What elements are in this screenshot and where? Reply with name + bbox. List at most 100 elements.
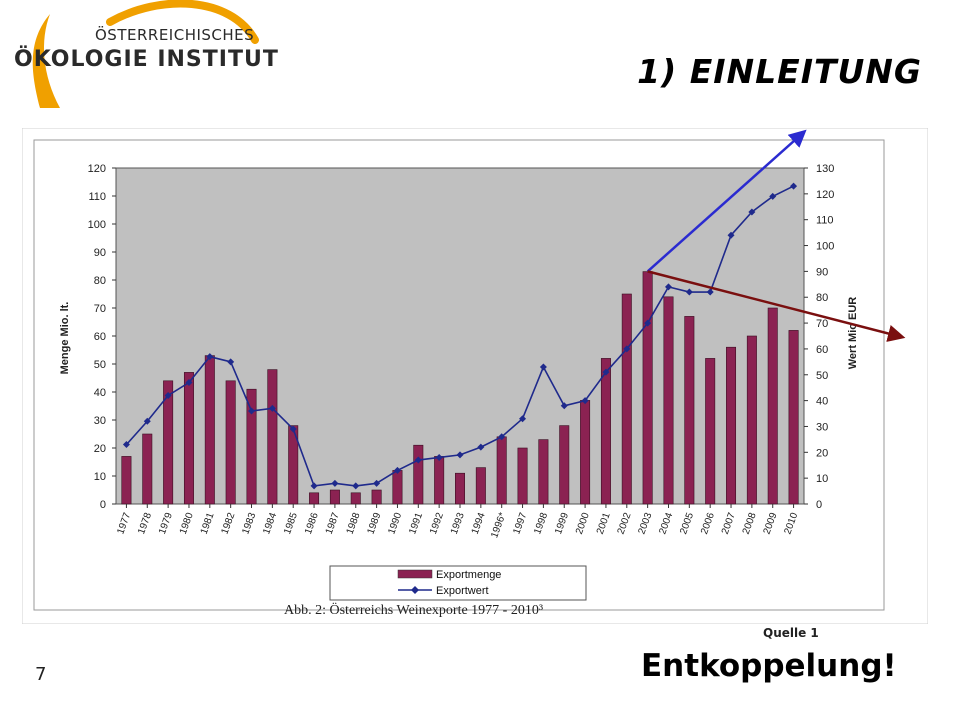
legend-bar-label: Exportmenge: [436, 569, 501, 581]
point-exportwert: [164, 391, 172, 399]
point-exportwert: [706, 288, 714, 296]
point-exportwert: [331, 479, 339, 487]
y-left-tick-label: 60: [94, 331, 106, 343]
point-exportwert: [268, 404, 276, 412]
y-left-tick-label: 10: [94, 471, 106, 483]
point-exportwert: [790, 182, 798, 190]
bar-exportmenge: [246, 388, 257, 505]
point-exportwert: [373, 479, 381, 487]
point-exportwert: [769, 192, 777, 200]
y-right-tick-label: 60: [816, 344, 828, 356]
bar-exportmenge: [183, 372, 194, 505]
point-exportwert: [143, 417, 151, 425]
y-right-tick-label: 40: [816, 396, 828, 408]
bar-exportmenge: [538, 439, 549, 505]
page-number: 7: [35, 664, 47, 685]
y-axis-right-label: Wert Mio EUR: [847, 297, 859, 370]
point-exportwert: [289, 425, 297, 433]
point-exportwert: [310, 482, 318, 490]
point-exportwert: [581, 397, 589, 405]
bar-exportmenge: [142, 433, 153, 505]
bar-exportmenge: [204, 355, 215, 505]
bar-exportmenge: [225, 380, 236, 505]
legend-line-label: Exportwert: [436, 585, 489, 597]
bar-exportmenge: [621, 293, 632, 505]
logo-swoosh: [32, 14, 60, 108]
bar-exportmenge: [559, 425, 570, 505]
y-right-tick-label: 110: [816, 215, 834, 227]
headline: Entkoppelung!: [641, 648, 897, 684]
bar-exportmenge: [475, 467, 486, 505]
bar-exportmenge: [788, 330, 799, 505]
point-exportwert: [685, 288, 693, 296]
y-left-tick-label: 20: [94, 443, 106, 455]
bar-exportmenge: [642, 271, 653, 505]
y-right-tick-label: 90: [816, 266, 828, 278]
source-label: Quelle 1: [763, 626, 819, 640]
y-right-tick-label: 130: [816, 163, 834, 175]
bar-exportmenge: [455, 472, 465, 505]
point-exportwert: [623, 345, 631, 353]
point-exportwert: [748, 208, 756, 216]
bar-exportmenge: [413, 444, 424, 505]
y-left-tick-label: 120: [88, 163, 106, 175]
point-exportwert: [727, 231, 735, 239]
logo-line2: ÖKOLOGIE INSTITUT: [14, 46, 279, 72]
arrow-up-annotation: [646, 129, 807, 273]
point-exportwert: [435, 453, 443, 461]
arrow-down-annotation: [647, 270, 906, 342]
y-left-tick-label: 0: [100, 499, 106, 511]
y-left-tick-label: 110: [88, 191, 106, 203]
y-right-tick-label: 120: [816, 189, 834, 201]
point-exportwert: [539, 363, 547, 371]
point-exportwert: [560, 402, 568, 410]
bar-exportmenge: [329, 489, 340, 505]
bar-exportmenge: [121, 456, 132, 505]
bar-exportmenge: [350, 492, 361, 505]
bar-exportmenge: [434, 456, 445, 505]
bar-exportmenge: [767, 307, 778, 505]
point-exportwert: [122, 441, 130, 449]
point-exportwert: [206, 353, 214, 361]
y-left-tick-label: 100: [88, 219, 106, 231]
y-right-tick-label: 50: [816, 370, 828, 382]
point-exportwert: [664, 283, 672, 291]
bar-exportmenge: [600, 358, 611, 505]
bar-exportmenge: [705, 358, 716, 505]
point-exportwert: [477, 443, 485, 451]
point-exportwert: [352, 482, 360, 490]
y-right-tick-label: 0: [816, 499, 822, 511]
legend-line-marker: [411, 586, 419, 594]
point-exportwert: [519, 415, 527, 423]
chart-svg: 0 10 20 30 40 50 60 70 80 90 100 110 120 0 10 20 30 40 50…: [21, 127, 929, 625]
logo-line1: ÖSTERREICHISCHES: [95, 25, 254, 44]
y-right-tick-label: 10: [816, 473, 828, 485]
point-exportwert: [456, 451, 464, 459]
y-left-tick-label: 50: [94, 359, 106, 371]
y-right-tick-label: 80: [816, 292, 828, 304]
bar-exportmenge: [580, 400, 591, 505]
legend: Exportmenge Exportwert: [329, 565, 587, 601]
bar-exportmenge: [309, 492, 320, 505]
y-right-tick-label: 100: [816, 241, 834, 253]
export-chart: 0 10 20 30 40 50 60 70 80 90 100 110 120 0 10 20 30 40 50…: [21, 127, 929, 625]
point-exportwert: [227, 358, 235, 366]
bar-exportmenge: [392, 470, 403, 505]
bar-exportmenge: [371, 489, 382, 505]
point-exportwert: [602, 368, 610, 376]
point-exportwert: [414, 456, 422, 464]
y-left-tick-label: 30: [94, 415, 106, 427]
bar-exportmenge: [726, 346, 737, 505]
y-left-tick-label: 70: [94, 303, 106, 315]
bar-exportmenge: [496, 436, 507, 505]
point-exportwert: [498, 433, 506, 441]
legend-box: [329, 565, 587, 601]
y-left-tick-label: 90: [94, 247, 106, 259]
point-exportwert: [393, 466, 401, 474]
point-exportwert: [185, 379, 193, 387]
institute-logo: ÖSTERREICHISCHES ÖKOLOGIE INSTITUT: [0, 0, 280, 110]
bar-exportmenge: [684, 316, 695, 505]
chart-caption: Abb. 2: Österreichs Weinexporte 1977 - 2…: [284, 601, 543, 618]
legend-bar-swatch: [397, 569, 433, 579]
logo-arc: [106, 0, 259, 44]
